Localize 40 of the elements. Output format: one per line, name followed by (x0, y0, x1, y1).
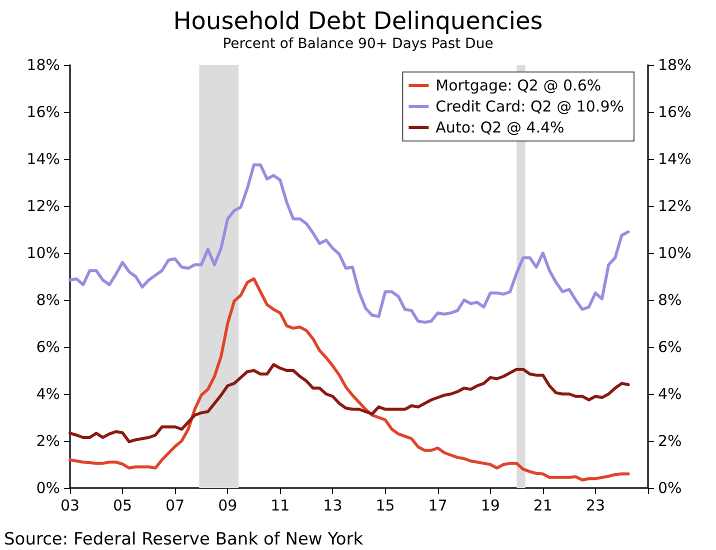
x-tick-label: 15 (376, 496, 395, 514)
y-tick-label: 18% (26, 56, 60, 74)
x-tick-label: 13 (323, 496, 342, 514)
x-tick-label: 19 (480, 496, 500, 514)
y2-tick-label: 18% (658, 56, 692, 74)
x-tick-label: 23 (586, 496, 605, 514)
x-tick-label: 03 (60, 496, 80, 514)
y2-tick-label: 2% (658, 432, 682, 450)
x-tick-label: 11 (270, 496, 290, 514)
y-tick-label: 0% (36, 479, 60, 497)
y-tick-label: 14% (26, 150, 60, 168)
y-tick-label: 10% (26, 244, 60, 262)
legend-label: Credit Card: Q2 @ 10.9% (436, 98, 624, 116)
x-tick-label: 09 (218, 496, 238, 514)
y2-tick-label: 0% (658, 479, 682, 497)
chart-title: Household Debt Delinquencies (173, 7, 543, 35)
source-note: Source: Federal Reserve Bank of New York (4, 530, 364, 550)
y2-tick-label: 6% (658, 338, 682, 356)
y2-tick-label: 14% (658, 150, 692, 168)
chart-subtitle: Percent of Balance 90+ Days Past Due (222, 36, 494, 52)
y-tick-label: 8% (36, 291, 60, 309)
y-tick-label: 2% (36, 432, 60, 450)
y2-tick-label: 12% (658, 197, 692, 215)
y-tick-label: 12% (26, 197, 60, 215)
x-tick-label: 05 (113, 496, 132, 514)
line-series (68, 163, 630, 324)
y2-tick-label: 8% (658, 291, 682, 309)
y2-tick-label: 4% (658, 385, 682, 403)
y2-tick-label: 10% (658, 244, 692, 262)
legend-label: Auto: Q2 @ 4.4% (436, 118, 564, 136)
legend-label: Mortgage: Q2 @ 0.6% (436, 76, 602, 94)
y-tick-label: 6% (36, 338, 60, 356)
y-tick-label: 4% (36, 385, 60, 403)
x-tick-label: 21 (533, 496, 552, 514)
x-tick-label: 17 (428, 496, 448, 514)
line-series (68, 363, 630, 444)
y2-tick-label: 16% (658, 103, 692, 121)
line-series (68, 277, 630, 482)
y-tick-label: 16% (26, 103, 60, 121)
x-tick-label: 07 (166, 496, 185, 514)
